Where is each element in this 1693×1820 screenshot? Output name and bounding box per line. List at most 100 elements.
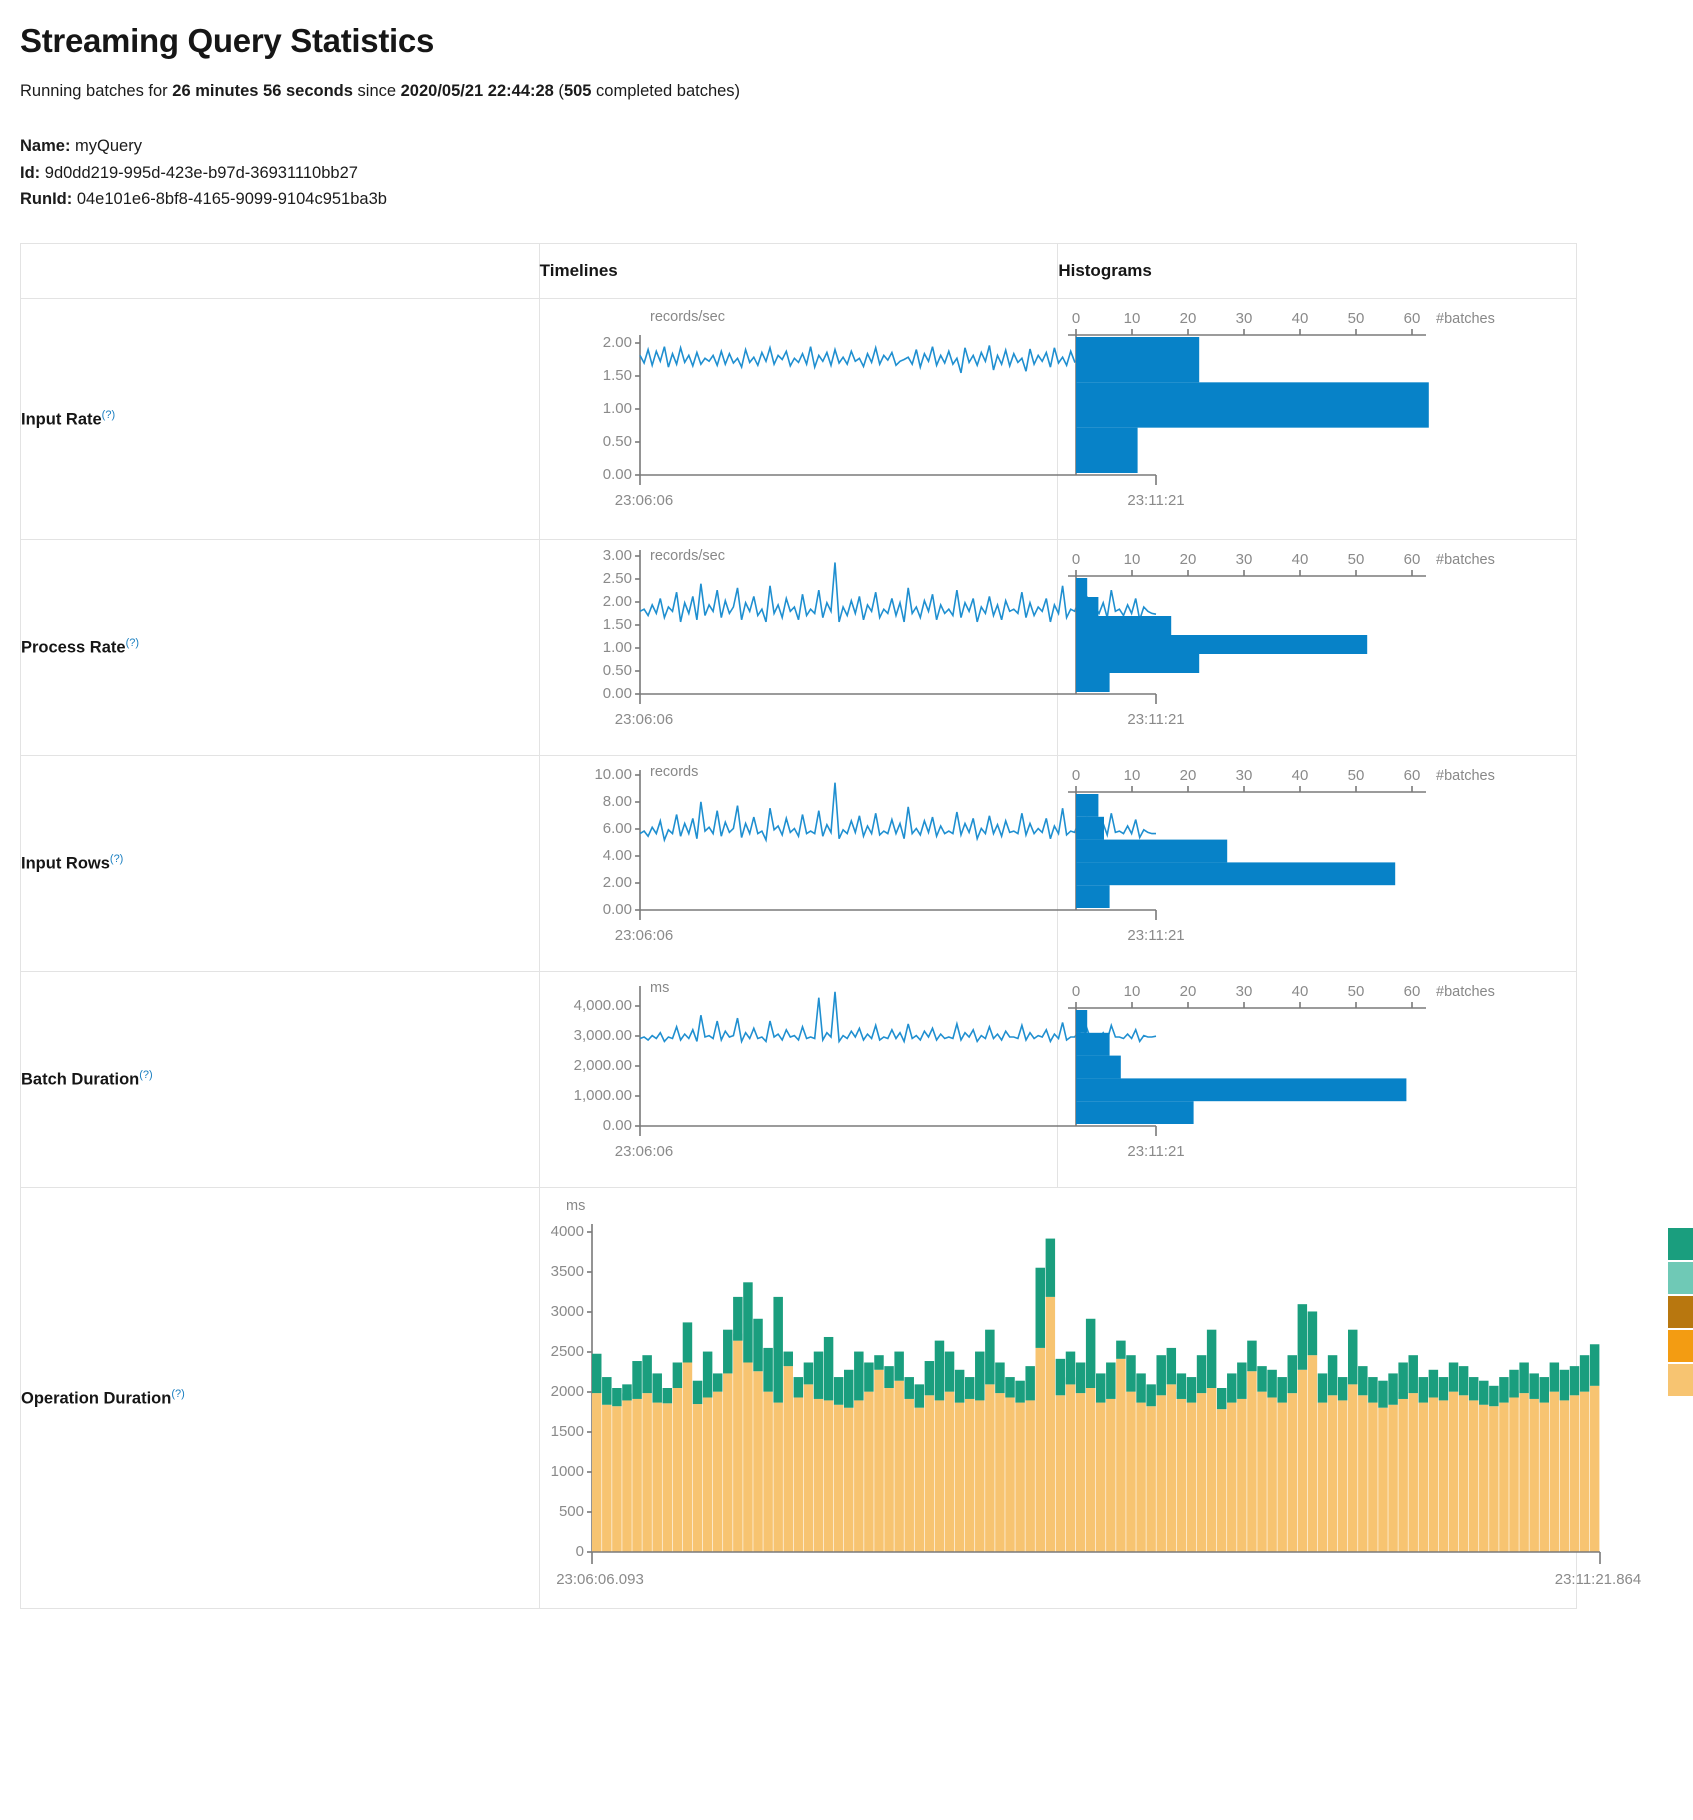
ytick: 0.00 [602,1117,631,1134]
stacked-bar-segment [863,1391,874,1553]
row-label-input-rate: Input Rate(?) [20,298,540,541]
stacked-bar-segment [1146,1406,1156,1553]
stacked-bar-segment [1166,1384,1176,1553]
stacked-bar-segment [954,1369,965,1403]
help-icon-process-rate[interactable]: (?) [125,637,140,650]
stacked-bar-segment [601,1404,612,1553]
timeline-cell-input-rows: records 0.00 2.00 4.00 6.00 8.00 10.00 [538,755,1184,973]
stacked-bar-segment [1498,1402,1509,1553]
process-rate-histogram-chart: 0 10 20 30 40 50 60 #batches [1068,551,1495,695]
stacked-bar-segment [1045,1297,1055,1553]
stacked-bar-segment [1004,1397,1015,1553]
help-icon-operation-duration[interactable]: (?) [171,1387,185,1400]
streaming-query-statistics-page: Streaming Query Statistics Running batch… [20,22,1693,1610]
row-label-text: Input Rate [21,410,102,429]
batch-duration-hist-bars [1076,1010,1407,1125]
legend-swatch[interactable] [1667,1296,1693,1329]
operation-duration-legend[interactable] [1667,1228,1693,1397]
batch-duration-hist-xaxis: 0 10 20 30 40 50 60 #batches [1072,983,1495,1000]
stacked-bar-segment [1579,1391,1589,1553]
row-label-operation-duration: Operation Duration(?) [20,1187,540,1610]
ytick: 1500 [550,1423,583,1440]
ytick: 2.00 [602,874,631,891]
help-icon-input-rate[interactable]: (?) [101,408,116,421]
ytick: 1.00 [602,639,631,656]
stacked-bar-segment [1337,1400,1348,1553]
xtick: 10 [1124,310,1141,327]
stacked-bar-segment [1085,1388,1096,1553]
histogram-cell-input-rate: 0 10 20 30 40 50 60 #batches [1057,298,1577,541]
stacked-bar-segment [1307,1355,1317,1553]
legend-swatch[interactable] [1667,1228,1693,1261]
query-runid-value: 04e101e6-8bf8-4165-9099-9104c951ba3b [76,190,387,209]
stacked-bar-segment [1488,1406,1499,1553]
help-icon-input-rows[interactable]: (?) [109,853,124,866]
stacked-bar-segment [944,1351,954,1392]
stacked-bar-segment [712,1373,723,1392]
histogram-cell-process-rate: 0 10 20 30 40 50 60 #batches [1057,539,1577,757]
empty-header-cell [20,243,540,300]
batch-duration-y-axis: 0.00 1,000.00 2,000.00 3,000.00 4,000.00 [573,997,631,1134]
input-rows-hist-bars [1076,794,1396,909]
legend-swatch[interactable] [1667,1262,1693,1295]
help-icon-batch-duration[interactable]: (?) [139,1069,153,1082]
stacked-bar-segment [601,1377,612,1405]
histogram-bar [1076,427,1138,474]
stacked-bar-segment [672,1362,682,1389]
stacked-bar-segment [1579,1355,1589,1392]
stacked-bar-segment [1549,1362,1559,1392]
query-name-label: Name: [20,137,71,155]
stacked-bar-segment [591,1353,602,1394]
ytick: 0.50 [602,433,631,450]
xtick: 0 [1072,310,1080,327]
stacked-bar-segment [722,1373,733,1553]
stacked-bar-segment [1045,1238,1055,1298]
stacked-bar-segment [1418,1377,1428,1403]
stacked-bar-segment [1387,1373,1398,1405]
operation-duration-chart: ms 0 500 1000 1500 2000 2500 3000 3500 4… [550,1198,1693,1588]
xtick: 20 [1180,310,1197,327]
row-label-process-rate: Process Rate(?) [20,539,540,757]
summary-batch-count: 505 [563,82,592,100]
stacked-bar-segment [1236,1399,1247,1553]
legend-swatch[interactable] [1667,1364,1693,1397]
stacked-bar-segment [924,1361,934,1396]
row-label-text: Process Rate [21,638,126,657]
batch-duration-ytick-marks [634,1005,640,1127]
ytick: 8.00 [602,793,631,810]
xtick: 50 [1348,551,1365,568]
input-rows-y-axis: 0.00 2.00 4.00 6.00 8.00 10.00 [594,766,632,918]
batch-duration-xtick-marks [638,1126,1157,1137]
stacked-bar-segment [1206,1329,1217,1389]
ytick: 3000 [550,1303,583,1320]
summary-mid: since [352,82,401,100]
stacked-bar-segment [793,1377,803,1398]
summary-tail: completed batches) [591,82,741,100]
stacked-bar-segment [954,1402,965,1553]
ytick: 0.50 [602,662,631,679]
xtick-start: 23:06:06 [614,711,672,728]
stacked-bar-segment [1367,1402,1378,1553]
ytick: 4.00 [602,847,631,864]
stacked-bar-segment [1458,1395,1469,1553]
input-rows-xtick-marks [638,910,1157,921]
xtick: 40 [1292,983,1309,1000]
xtick: 0 [1072,767,1080,784]
legend-swatch[interactable] [1667,1330,1693,1363]
input-rows-hist-xaxis: 0 10 20 30 40 50 60 #batches [1072,767,1495,784]
stacked-bar-segment [1256,1366,1267,1392]
histogram-bar [1076,794,1099,817]
stacked-bar-segment [682,1362,692,1553]
stacked-bar-segment [763,1348,773,1392]
input-rows-y-unit: records [650,764,698,780]
histogram-bar [1076,885,1110,909]
stacked-bar-segment [1559,1400,1569,1553]
xtick: 30 [1236,310,1253,327]
ytick: 1,000.00 [573,1087,631,1104]
input-rows-line-series [639,782,1156,844]
query-metadata: Name: myQuery Id: 9d0dd219-995d-423e-b97… [20,133,1673,213]
histogram-bar [1076,673,1110,693]
ytick: 1.50 [602,367,631,384]
ytick: 3500 [550,1263,583,1280]
histogram-cell-batch-duration: 0 10 20 30 40 50 60 #batches [1057,971,1577,1189]
